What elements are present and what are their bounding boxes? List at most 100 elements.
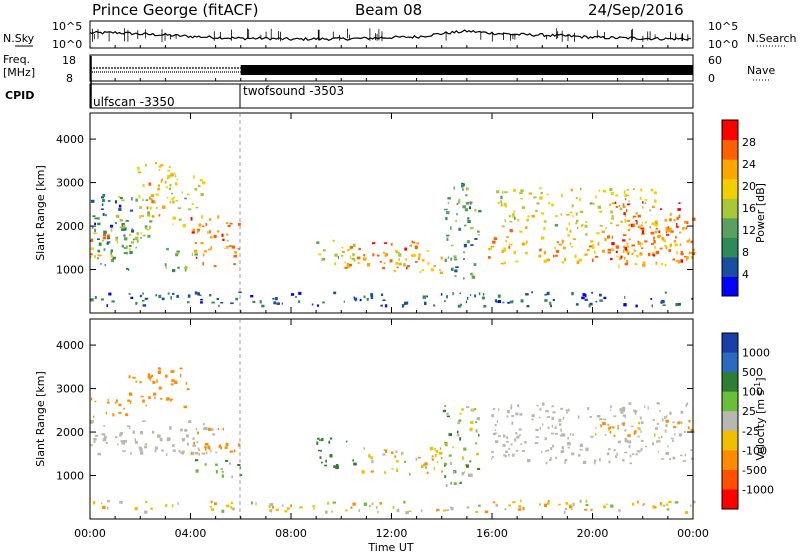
heatmap-cell — [629, 462, 632, 465]
heatmap-cell — [135, 198, 138, 202]
cpid-mode-1: ulfscan -3350 — [93, 95, 175, 109]
heatmap-cell — [210, 246, 212, 250]
cpid-label: CPID — [5, 89, 34, 102]
heatmap-cell — [643, 503, 645, 506]
colorbar-frame — [721, 332, 739, 510]
heatmap-cell — [528, 192, 532, 195]
heatmap-cell — [636, 450, 639, 453]
heatmap-cell — [299, 506, 303, 509]
y-tick-label: 3000 — [56, 383, 84, 396]
heatmap-cell — [547, 426, 550, 429]
heatmap-cell — [409, 472, 411, 476]
nave-tick-hi: 60 — [708, 54, 722, 67]
heatmap-cell — [451, 244, 454, 247]
heatmap-cell — [632, 188, 635, 190]
power-colorbar-tick: 24 — [742, 158, 756, 171]
heatmap-cell — [675, 236, 677, 239]
heatmap-cell — [411, 254, 413, 257]
heatmap-cell — [225, 459, 229, 462]
heatmap-cell — [390, 451, 394, 454]
heatmap-cell — [463, 447, 467, 451]
heatmap-cell — [126, 245, 129, 249]
heatmap-cell — [475, 421, 478, 424]
heatmap-cell — [359, 298, 362, 302]
heatmap-cell — [463, 243, 467, 248]
heatmap-cell — [466, 406, 470, 409]
heatmap-cell — [158, 168, 161, 171]
heatmap-cell — [98, 242, 102, 246]
heatmap-cell — [383, 449, 386, 452]
heatmap-cell — [227, 225, 231, 228]
heatmap-cell — [149, 378, 151, 381]
heatmap-cell — [622, 249, 625, 253]
heatmap-cell — [492, 501, 496, 504]
heatmap-cell — [562, 246, 566, 250]
heatmap-cell — [541, 212, 545, 215]
heatmap-cell — [347, 264, 351, 269]
heatmap-cell — [135, 440, 138, 444]
x-tick-label: 04:00 — [175, 527, 207, 540]
heatmap-cell — [103, 234, 107, 237]
heatmap-cell — [458, 227, 461, 231]
heatmap-cell — [632, 502, 635, 506]
heatmap-cell — [670, 243, 672, 247]
freq-tick-hi: 18 — [62, 54, 76, 67]
heatmap-cell — [661, 299, 665, 304]
heatmap-cell — [384, 304, 388, 308]
heatmap-cell — [676, 223, 678, 227]
heatmap-cell — [396, 250, 398, 253]
heatmap-cell — [139, 215, 141, 219]
heatmap-cell — [440, 457, 443, 459]
heatmap-cell — [119, 226, 123, 229]
heatmap-cell — [135, 380, 138, 383]
heatmap-cell — [226, 504, 230, 508]
heatmap-cell — [545, 450, 547, 452]
heatmap-cell — [506, 436, 509, 440]
heatmap-cell — [609, 203, 611, 206]
heatmap-cell — [332, 501, 336, 504]
heatmap-cell — [103, 248, 106, 251]
heatmap-cell — [463, 251, 465, 254]
heatmap-cell — [107, 200, 111, 202]
heatmap-cell — [353, 462, 357, 466]
heatmap-cell — [626, 250, 629, 253]
heatmap-cell — [130, 452, 132, 455]
heatmap-cell — [667, 229, 671, 233]
heatmap-cell — [142, 292, 144, 295]
x-tick-label: 12:00 — [376, 527, 408, 540]
heatmap-cell — [660, 502, 662, 506]
heatmap-cell — [621, 406, 626, 410]
heatmap-cell — [615, 206, 618, 208]
heatmap-cell — [110, 254, 114, 258]
heatmap-cell — [668, 227, 672, 230]
heatmap-cell — [398, 253, 402, 257]
heatmap-cell — [689, 504, 692, 507]
heatmap-cell — [197, 431, 199, 435]
heatmap-cell — [149, 220, 153, 223]
heatmap-cell — [492, 240, 496, 244]
heatmap-cell — [90, 199, 95, 203]
heatmap-cell — [629, 454, 632, 458]
heatmap-cell — [675, 260, 679, 262]
heatmap-cell — [198, 223, 202, 227]
heatmap-cell — [663, 239, 666, 243]
heatmap-cell — [102, 239, 104, 242]
heatmap-cell — [146, 206, 149, 210]
heatmap-cell — [575, 212, 578, 216]
heatmap-cell — [507, 409, 510, 414]
heatmap-cell — [463, 258, 465, 260]
heatmap-cell — [444, 300, 446, 302]
heatmap-cell — [512, 501, 516, 504]
heatmap-cell — [567, 437, 570, 440]
heatmap-cell — [259, 300, 262, 304]
heatmap-cell — [354, 260, 356, 262]
heatmap-cell — [599, 225, 603, 227]
heatmap-cell — [627, 440, 631, 444]
velocity-colorbar-tick: -25 — [742, 425, 760, 438]
heatmap-cell — [590, 508, 593, 511]
heatmap-cell — [688, 420, 691, 423]
heatmap-cell — [684, 511, 689, 515]
heatmap-cell — [607, 251, 611, 254]
heatmap-cell — [316, 441, 319, 445]
heatmap-cell — [464, 208, 469, 212]
